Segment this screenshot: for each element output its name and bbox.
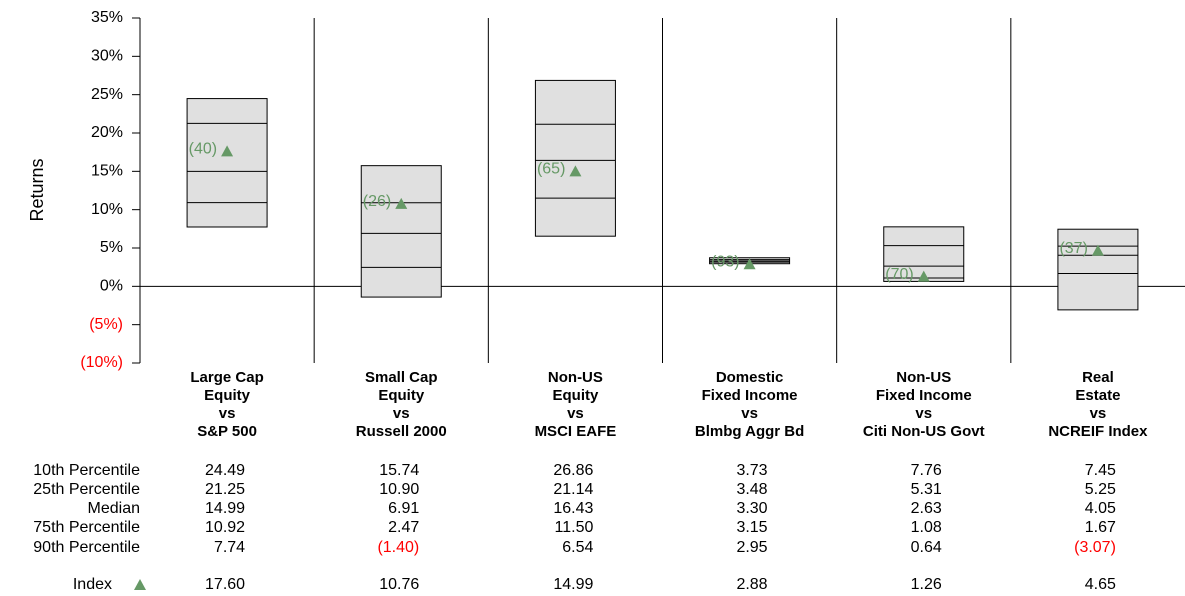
category-label: Equity: [378, 387, 424, 404]
table-value: (3.07): [1074, 539, 1116, 556]
table-value: 3.48: [736, 481, 767, 498]
row-label: Index: [73, 576, 112, 593]
y-tick-label: 15%: [91, 163, 123, 180]
rank-label: (93): [711, 253, 739, 270]
percentile-box: [360, 165, 442, 298]
table-value: 21.25: [205, 481, 245, 498]
category-label: vs: [741, 405, 758, 422]
y-tick-label: 5%: [100, 239, 123, 256]
category-label: Blmbg Aggr Bd: [695, 423, 804, 440]
legend-marker: [134, 579, 146, 590]
row-label: 25th Percentile: [33, 481, 140, 498]
table-value: 15.74: [379, 462, 419, 479]
index-marker: [743, 258, 756, 270]
category-label: vs: [1090, 405, 1107, 422]
category-label: Equity: [552, 387, 598, 404]
table-value: 3.73: [736, 462, 767, 479]
index-marker: [395, 197, 408, 209]
category-label: MSCI EAFE: [535, 423, 617, 440]
rank-label: (65): [537, 161, 565, 178]
table-value: 2.95: [736, 539, 767, 556]
table-value: 7.74: [214, 539, 245, 556]
index-marker: [569, 165, 582, 177]
table-value: 10.76: [379, 576, 419, 593]
table-value: 14.99: [553, 576, 593, 593]
table-value: 1.08: [911, 519, 942, 536]
rank-label: (40): [189, 141, 217, 158]
category-label: vs: [915, 405, 932, 422]
index-marker: [221, 145, 234, 157]
table-value: 24.49: [205, 462, 245, 479]
table-value: 16.43: [553, 500, 593, 517]
category-label: S&P 500: [197, 423, 257, 440]
table-value: 6.91: [388, 500, 419, 517]
table-value: 4.05: [1085, 500, 1116, 517]
category-label: Non-US: [548, 369, 603, 386]
y-tick-label: 30%: [91, 48, 123, 65]
y-tick-label: 25%: [91, 86, 123, 103]
table-value: 7.76: [911, 462, 942, 479]
y-tick-label: (10%): [80, 354, 123, 371]
table-value: 5.25: [1085, 481, 1116, 498]
percentile-box: [534, 79, 616, 237]
table-value: 1.67: [1085, 519, 1116, 536]
category-label: vs: [219, 405, 236, 422]
category-label: Citi Non-US Govt: [863, 423, 985, 440]
table-value: 10.92: [205, 519, 245, 536]
table-value: 6.54: [562, 539, 593, 556]
rank-label: (26): [363, 193, 391, 210]
index-marker: [1091, 244, 1104, 256]
table-value: 5.31: [911, 481, 942, 498]
rank-label: (70): [885, 266, 913, 283]
y-tick-label: 0%: [100, 278, 123, 295]
category-label: Non-US: [896, 369, 951, 386]
table-value: 3.30: [736, 500, 767, 517]
table-value: 17.60: [205, 576, 245, 593]
category-label: Fixed Income: [702, 387, 798, 404]
index-marker: [917, 270, 930, 282]
y-tick-label: 20%: [91, 124, 123, 141]
category-label: Russell 2000: [356, 423, 447, 440]
category-label: vs: [393, 405, 410, 422]
row-label: 90th Percentile: [33, 539, 140, 556]
percentile-box: [1057, 228, 1139, 311]
table-value: (1.40): [377, 539, 419, 556]
table-value: 2.47: [388, 519, 419, 536]
y-tick-label: 35%: [91, 9, 123, 26]
table-value: 4.65: [1085, 576, 1116, 593]
category-label: Estate: [1075, 387, 1120, 404]
category-label: Large Cap: [190, 369, 263, 386]
table-value: 26.86: [553, 462, 593, 479]
table-value: 0.64: [911, 539, 942, 556]
category-label: NCREIF Index: [1048, 423, 1148, 440]
table-value: 11.50: [555, 519, 594, 536]
y-tick-label: 10%: [91, 201, 123, 218]
rank-label: (37): [1059, 240, 1087, 257]
category-label: Equity: [204, 387, 250, 404]
category-label: Real: [1082, 369, 1114, 386]
y-tick-label: (5%): [89, 316, 123, 333]
table-value: 7.45: [1085, 462, 1116, 479]
category-label: vs: [567, 405, 584, 422]
row-label: 75th Percentile: [33, 519, 140, 536]
row-label: Median: [88, 500, 140, 517]
row-label: 10th Percentile: [33, 462, 140, 479]
table-value: 2.88: [736, 576, 767, 593]
category-label: Fixed Income: [876, 387, 972, 404]
percentile-box: [186, 98, 268, 228]
table-value: 2.63: [911, 500, 942, 517]
table-value: 21.14: [553, 481, 593, 498]
table-value: 10.90: [379, 481, 419, 498]
y-axis-label: Returns: [27, 158, 47, 221]
category-label: Domestic: [716, 369, 784, 386]
table-value: 1.26: [911, 576, 942, 593]
table-value: 14.99: [205, 500, 245, 517]
category-label: Small Cap: [365, 369, 438, 386]
table-value: 3.15: [736, 519, 767, 536]
